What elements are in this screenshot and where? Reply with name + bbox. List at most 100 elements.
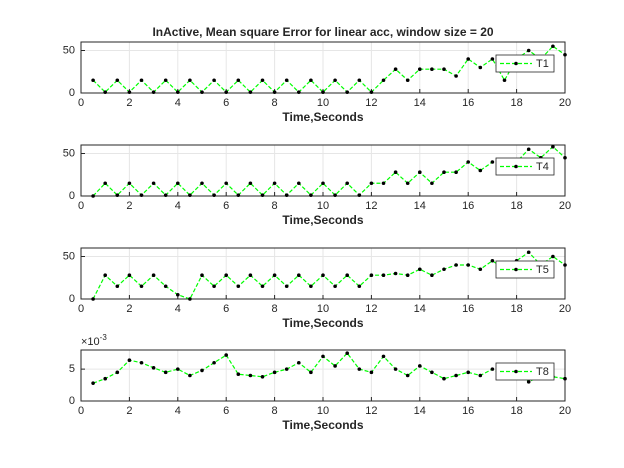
data-point <box>490 258 495 263</box>
data-point <box>442 267 446 272</box>
data-point <box>188 297 192 301</box>
data-point <box>551 144 555 149</box>
x-axis-label: Time,Seconds <box>282 213 363 227</box>
data-point <box>272 273 277 278</box>
data-point <box>248 273 253 278</box>
data-point <box>381 354 386 359</box>
x-axis-label: Time,Seconds <box>282 316 363 330</box>
data-point <box>393 367 398 371</box>
data-point <box>151 273 156 278</box>
data-point <box>526 48 531 53</box>
data-point <box>284 193 289 197</box>
data-point <box>309 370 313 375</box>
x-tick-label: 20 <box>559 405 571 417</box>
data-point <box>284 78 289 83</box>
data-point <box>309 78 313 83</box>
x-axis-label: Time,Seconds <box>282 110 363 124</box>
data-point <box>333 78 337 83</box>
data-point <box>139 78 144 83</box>
x-tick-label: 6 <box>223 303 229 315</box>
data-point <box>333 284 337 289</box>
data-point <box>357 193 362 197</box>
data-point <box>381 273 386 278</box>
y-tick-label: 0 <box>69 293 75 305</box>
data-point <box>91 297 95 301</box>
x-tick-label: 8 <box>272 405 278 417</box>
data-point <box>103 90 107 94</box>
axes-box <box>80 144 566 197</box>
x-tick-label: 4 <box>175 200 181 212</box>
legend-label: T1 <box>536 58 549 70</box>
data-point <box>490 160 495 164</box>
data-point <box>284 284 289 289</box>
data-point <box>212 284 216 289</box>
data-point <box>176 90 180 94</box>
data-point <box>369 90 374 94</box>
y-tick-label: 50 <box>63 147 75 159</box>
data-point <box>321 354 325 359</box>
data-point <box>297 90 301 94</box>
data-point <box>454 263 458 267</box>
x-tick-label: 6 <box>223 200 229 212</box>
x-tick-label: 2 <box>126 200 132 212</box>
data-point <box>127 358 132 363</box>
data-point <box>418 67 422 71</box>
data-point <box>163 193 168 197</box>
data-point <box>418 364 422 368</box>
data-point <box>200 90 204 94</box>
data-point <box>430 370 434 375</box>
data-point <box>151 366 156 370</box>
x-tick-label: 12 <box>365 97 377 109</box>
data-point <box>115 370 120 375</box>
series-line <box>92 352 566 384</box>
data-point <box>357 78 362 83</box>
data-point <box>236 78 241 83</box>
x-tick-label: 16 <box>462 405 474 417</box>
data-point <box>272 181 277 186</box>
data-point <box>284 367 289 371</box>
data-point <box>393 67 398 71</box>
data-point <box>188 193 192 197</box>
y-multiplier-exponent: -3 <box>100 333 108 342</box>
x-tick-label: 20 <box>559 97 571 109</box>
data-point <box>91 78 95 83</box>
data-point <box>248 90 253 94</box>
data-point <box>212 360 216 365</box>
data-point <box>176 292 180 297</box>
data-point <box>563 263 567 267</box>
data-point <box>345 351 350 355</box>
x-tick-label: 14 <box>414 97 426 109</box>
y-tick-label: 5 <box>69 363 75 375</box>
series-line <box>92 45 566 93</box>
x-tick-label: 2 <box>126 97 132 109</box>
y-tick-label: 0 <box>69 395 75 407</box>
data-point <box>236 284 241 289</box>
data-point <box>430 67 434 71</box>
x-tick-label: 14 <box>414 405 426 417</box>
data-point <box>297 273 301 278</box>
data-point <box>478 65 483 70</box>
axes-box <box>80 247 566 300</box>
data-point <box>200 181 204 186</box>
data-point <box>297 181 301 186</box>
x-tick-label: 18 <box>510 200 522 212</box>
data-point <box>563 52 567 57</box>
data-point <box>151 181 156 186</box>
y-tick-label: 0 <box>69 87 75 99</box>
x-tick-label: 18 <box>510 97 522 109</box>
data-point <box>115 78 120 83</box>
data-point <box>260 374 265 379</box>
x-tick-label: 20 <box>559 200 571 212</box>
x-tick-label: 8 <box>272 303 278 315</box>
data-point <box>442 170 446 174</box>
data-point <box>526 147 531 152</box>
data-point <box>369 273 374 278</box>
legend-marker <box>514 61 518 66</box>
x-tick-label: 0 <box>78 303 84 315</box>
data-point <box>405 373 410 378</box>
data-point <box>115 193 120 197</box>
legend-label: T5 <box>536 264 549 276</box>
x-tick-label: 0 <box>78 200 84 212</box>
legend-marker <box>514 267 518 272</box>
data-point <box>466 57 471 61</box>
